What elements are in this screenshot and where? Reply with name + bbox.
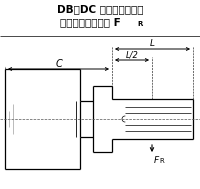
Text: C: C xyxy=(55,59,62,69)
Text: 轴伸许用径向载荷 F: 轴伸许用径向载荷 F xyxy=(60,17,120,27)
Text: F: F xyxy=(154,156,159,165)
Text: L: L xyxy=(150,40,155,49)
Text: R: R xyxy=(159,158,164,164)
Text: R: R xyxy=(137,21,142,27)
Text: DB、DC 型减速器输出轴: DB、DC 型减速器输出轴 xyxy=(57,4,143,14)
Text: L/2: L/2 xyxy=(126,50,138,60)
